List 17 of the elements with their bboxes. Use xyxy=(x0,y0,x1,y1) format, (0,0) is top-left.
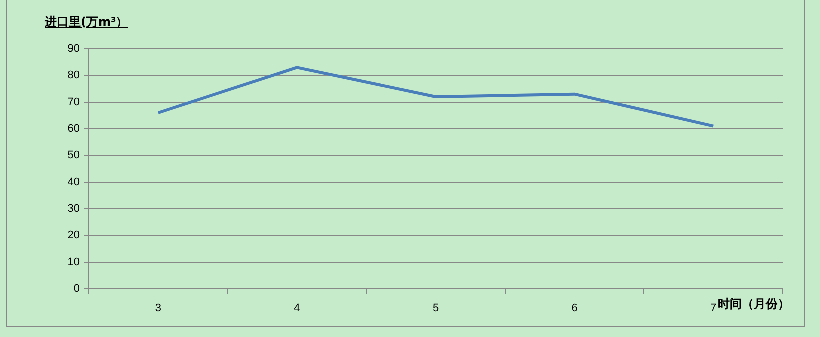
y-tick-label: 10 xyxy=(68,256,80,268)
y-tick-label: 60 xyxy=(68,123,80,136)
y-tick-label: 40 xyxy=(68,176,80,188)
y-tick-label: 20 xyxy=(68,230,80,242)
y-tick-label: 0 xyxy=(74,283,80,296)
x-tick-label: 7 xyxy=(710,302,717,315)
y-tick-label: 90 xyxy=(68,43,80,56)
y-axis-title: 进口里(万m³） xyxy=(45,14,128,31)
x-tick-label: 4 xyxy=(294,302,300,315)
x-tick-label: 5 xyxy=(432,302,440,315)
y-tick-label: 50 xyxy=(68,150,80,162)
y-tick-label: 80 xyxy=(68,70,80,82)
y-tick-label: 70 xyxy=(68,96,80,108)
x-axis-title: 时间（月份） xyxy=(718,296,790,313)
x-tick-label: 3 xyxy=(155,302,162,315)
x-tick-label: 6 xyxy=(572,302,578,315)
y-tick-label: 30 xyxy=(68,203,80,216)
